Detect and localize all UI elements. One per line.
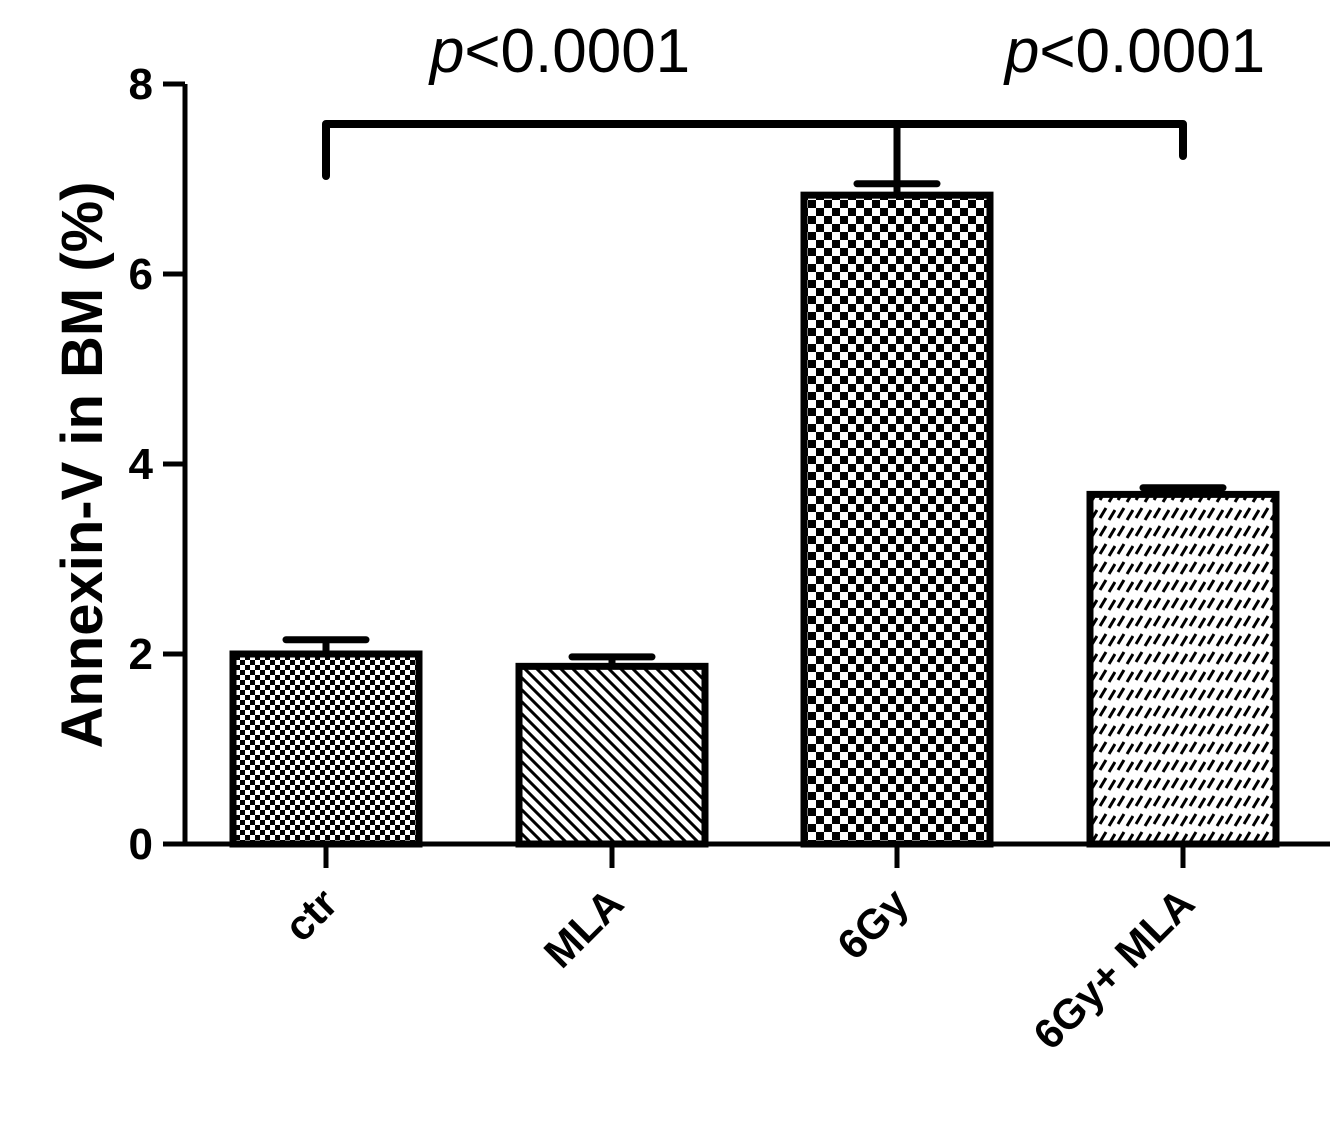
x-tick-label-2: 6Gy	[828, 879, 918, 969]
y-tick-label-4: 8	[129, 60, 153, 109]
bar-3	[1086, 490, 1280, 848]
p-value-label-0: p<0.0001	[428, 17, 690, 86]
x-tick-label-1: MLA	[535, 879, 633, 977]
p-value: <0.0001	[1039, 17, 1265, 86]
bar-1	[515, 662, 709, 848]
y-axis-title: Annexin-V in BM (%)	[50, 181, 115, 748]
bar-0	[229, 650, 423, 848]
p-value-label-1: p<0.0001	[1003, 17, 1265, 86]
p-symbol: p	[1003, 17, 1039, 86]
p-value: <0.0001	[464, 17, 690, 86]
y-tick-label-2: 4	[129, 440, 154, 489]
y-tick-label-3: 6	[129, 250, 153, 299]
y-tick-label-1: 2	[129, 630, 153, 679]
x-tick-label-3: 6Gy+ MLA	[1024, 879, 1203, 1058]
p-symbol: p	[428, 17, 464, 86]
y-axis: 0 2 4 6 8	[129, 60, 188, 869]
bar-2	[800, 191, 994, 848]
y-tick-label-0: 0	[129, 820, 153, 869]
x-tick-label-0: ctr	[275, 879, 346, 950]
bars	[229, 180, 1280, 848]
significance-brackets: p<0.0001 p<0.0001	[322, 17, 1265, 184]
significance-bracket	[322, 120, 1187, 180]
x-axis: ctr MLA 6Gy 6Gy+ MLA	[183, 841, 1330, 1058]
